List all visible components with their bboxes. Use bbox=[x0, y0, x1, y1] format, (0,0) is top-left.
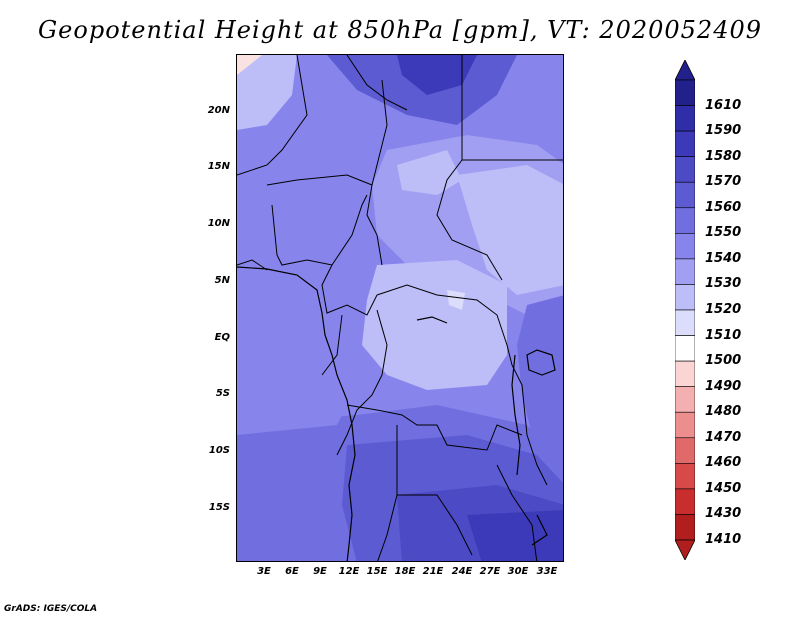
lake-tanganyika bbox=[511, 354, 521, 476]
legend-label: 1540 bbox=[705, 250, 742, 266]
lon-label-33e: 33E bbox=[536, 566, 558, 577]
field-south-core bbox=[467, 510, 563, 561]
legend-swatch bbox=[675, 386, 695, 413]
lon-label-3e: 3E bbox=[257, 566, 271, 577]
lake-victoria bbox=[526, 349, 556, 376]
legend-label: 1580 bbox=[705, 148, 742, 164]
field-sudan-light bbox=[457, 165, 563, 295]
lon-label-9e: 9E bbox=[313, 566, 327, 577]
field-central-light bbox=[362, 260, 507, 390]
lat-label-10n: 10N bbox=[207, 218, 230, 229]
field-north-core bbox=[397, 55, 477, 95]
border-drc-south bbox=[346, 404, 523, 451]
legend-swatch bbox=[675, 130, 695, 157]
legend-label: 1500 bbox=[705, 353, 742, 369]
legend-top-arrow bbox=[675, 60, 695, 81]
legend-swatch bbox=[675, 284, 695, 311]
border-drc-east bbox=[506, 344, 548, 486]
border-car bbox=[376, 284, 508, 346]
border-angola bbox=[377, 425, 398, 561]
legend-swatch bbox=[675, 207, 695, 234]
legend-label: 1610 bbox=[705, 97, 742, 113]
color-legend bbox=[675, 60, 695, 560]
lon-label-6e: 6E bbox=[285, 566, 299, 577]
lat-label-eq: EQ bbox=[214, 332, 230, 343]
border-congo bbox=[336, 309, 388, 456]
lon-label-27e: 27E bbox=[479, 566, 501, 577]
border-algeria-niger bbox=[237, 55, 308, 176]
border-gabon bbox=[321, 314, 343, 376]
field-nw-corner bbox=[237, 55, 262, 75]
legend-bottom-arrow bbox=[675, 539, 695, 560]
atlantic-coast bbox=[237, 266, 356, 561]
legend-swatch bbox=[675, 335, 695, 362]
border-niger-chad bbox=[366, 79, 388, 266]
lat-label-15n: 15N bbox=[207, 161, 230, 172]
legend-swatch bbox=[675, 488, 695, 515]
lat-label-10s: 10S bbox=[208, 445, 230, 456]
legend-swatch bbox=[675, 437, 695, 464]
legend-label: 1460 bbox=[705, 455, 742, 471]
field-central-spot bbox=[447, 290, 465, 310]
coast-west bbox=[237, 259, 268, 271]
lon-label-21e: 21E bbox=[422, 566, 444, 577]
legend-swatch bbox=[675, 514, 695, 541]
height-field bbox=[237, 55, 563, 561]
lat-label-5s: 5S bbox=[215, 388, 230, 399]
legend-swatch bbox=[675, 105, 695, 132]
legend-label: 1470 bbox=[705, 429, 742, 445]
border-algeria-libya bbox=[346, 55, 408, 111]
field-west bbox=[237, 260, 357, 435]
legend-label: 1510 bbox=[705, 327, 742, 343]
legend-swatch bbox=[675, 463, 695, 490]
border-nigeria bbox=[271, 194, 368, 266]
legend-label: 1480 bbox=[705, 404, 742, 420]
legend-label: 1550 bbox=[705, 225, 742, 241]
legend-label: 1450 bbox=[705, 480, 742, 496]
coastlines bbox=[237, 266, 556, 561]
field-east-medium bbox=[517, 295, 563, 474]
lon-label-24e: 24E bbox=[451, 566, 473, 577]
lon-label-18e: 18E bbox=[394, 566, 416, 577]
lat-label-20n: 20N bbox=[207, 105, 230, 116]
legend-label: 1560 bbox=[705, 199, 742, 215]
legend-label: 1530 bbox=[705, 276, 742, 292]
legend-label: 1410 bbox=[705, 532, 742, 547]
legend-label: 1570 bbox=[705, 174, 742, 190]
legend-swatch bbox=[675, 156, 695, 183]
map-title: Geopotential Height at 850hPa [gpm], VT:… bbox=[38, 16, 762, 44]
border-cameroon bbox=[321, 264, 378, 316]
legend-swatch bbox=[675, 181, 695, 209]
legend-label: 1520 bbox=[705, 302, 742, 317]
legend-swatch bbox=[675, 411, 695, 439]
legend-swatch bbox=[675, 79, 695, 106]
river-segment bbox=[416, 316, 448, 324]
lat-label-5n: 5N bbox=[214, 275, 230, 286]
lon-label-12e: 12E bbox=[338, 566, 360, 577]
lake-malawi bbox=[531, 514, 548, 546]
map-panel bbox=[236, 54, 564, 562]
legend-swatch bbox=[675, 258, 695, 285]
legend-label: 1430 bbox=[705, 506, 742, 522]
legend-label: 1490 bbox=[705, 378, 742, 394]
lat-label-15s: 15S bbox=[208, 502, 230, 513]
grads-footer: GrADS: IGES/COLA bbox=[4, 604, 98, 614]
legend-swatch bbox=[675, 360, 695, 387]
legend-swatch bbox=[675, 233, 695, 260]
lon-label-30e: 30E bbox=[507, 566, 529, 577]
legend-swatch bbox=[675, 309, 695, 336]
legend-label: 1590 bbox=[705, 123, 742, 139]
border-niger-nigeria bbox=[266, 174, 373, 186]
lon-label-15e: 15E bbox=[366, 566, 388, 577]
field-nw-light bbox=[237, 55, 297, 130]
country-boundaries bbox=[237, 55, 563, 561]
border-zambia bbox=[397, 494, 473, 556]
